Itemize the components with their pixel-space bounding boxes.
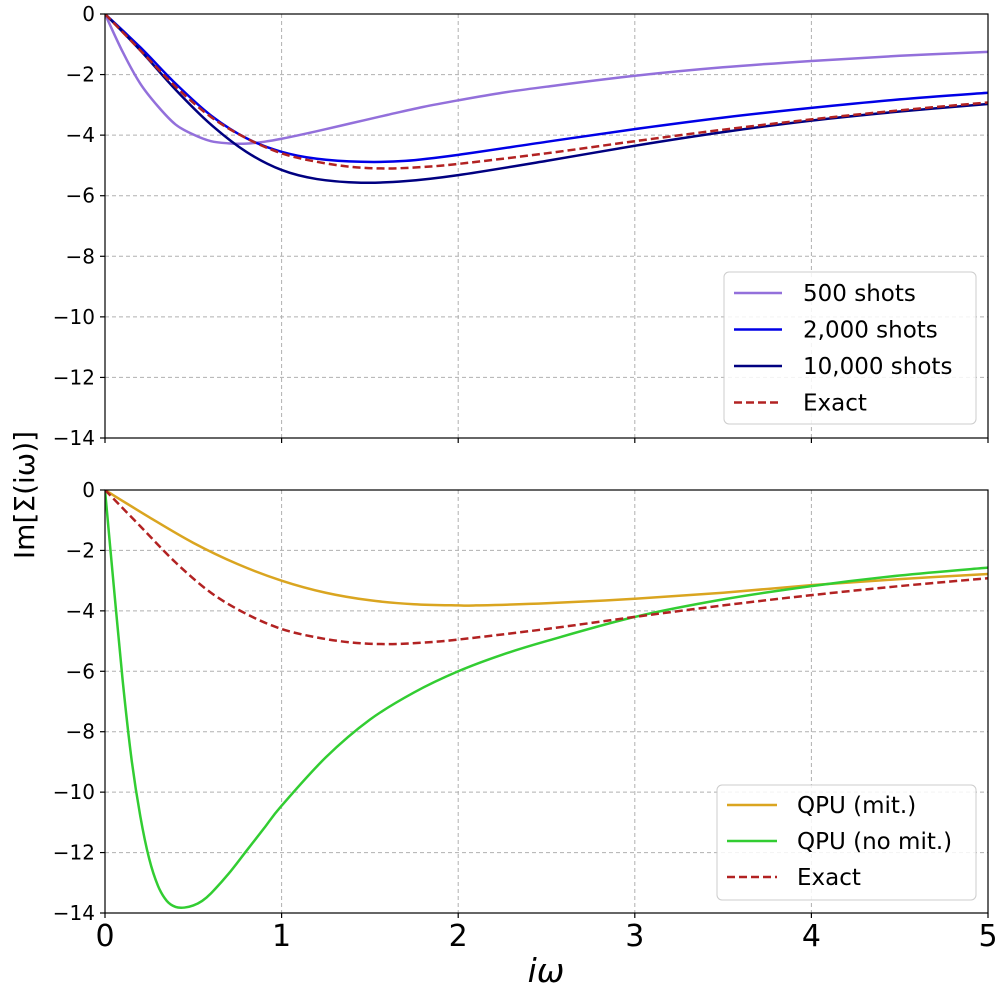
y-tick-label: −2 bbox=[66, 63, 95, 87]
x-tick-label: 5 bbox=[978, 919, 997, 954]
series-line-exact bbox=[105, 490, 988, 646]
x-tick-label: 3 bbox=[625, 919, 644, 954]
y-tick-label: −10 bbox=[53, 305, 95, 329]
legend: QPU (mit.) QPU (no mit.) Exact bbox=[716, 784, 977, 901]
legend: 500 shots 2,000 shots 10,000 shots Exact bbox=[723, 271, 977, 425]
legend-box bbox=[716, 784, 977, 901]
y-tick-label: −8 bbox=[66, 720, 95, 744]
x-axis-label: iω bbox=[528, 951, 565, 989]
plot-frame bbox=[104, 489, 989, 914]
y-tick-label: −6 bbox=[66, 184, 95, 208]
y-tick-label: −4 bbox=[66, 123, 95, 147]
y-tick-label: −14 bbox=[53, 426, 95, 450]
legend-label: 2,000 shots bbox=[803, 318, 938, 344]
y-tick-label: 0 bbox=[82, 478, 95, 502]
legend-box bbox=[723, 271, 977, 425]
series-group bbox=[105, 14, 988, 185]
y-tick-label: −12 bbox=[53, 841, 95, 865]
legend-label: 500 shots bbox=[803, 281, 916, 307]
y-tick-label: −4 bbox=[66, 599, 95, 623]
y-axis-label: Im[Σ(iω)] bbox=[8, 431, 41, 559]
x-tick-label: 2 bbox=[449, 919, 468, 954]
series-line-500-shots bbox=[105, 14, 988, 145]
series-line-qpu-mit bbox=[105, 490, 988, 607]
y-tick-label: −6 bbox=[66, 659, 95, 683]
y-tick-label: −14 bbox=[53, 901, 95, 925]
y-tick-label: −2 bbox=[66, 538, 95, 562]
y-tick-label: −12 bbox=[53, 365, 95, 389]
x-tick-label: 1 bbox=[272, 919, 291, 954]
series-line-10-000-shots bbox=[105, 14, 988, 185]
legend-label: Exact bbox=[797, 865, 861, 891]
legend-label: QPU (no mit.) bbox=[797, 829, 952, 855]
top-panel: 0 −2 −4 −6 −8 −10 −12 −14 500 shots 2,000 shots 10… bbox=[53, 2, 989, 450]
series-group bbox=[105, 490, 988, 910]
x-tick-label: 4 bbox=[802, 919, 821, 954]
legend-label: 10,000 shots bbox=[803, 354, 952, 380]
y-tick-label: −10 bbox=[53, 780, 95, 804]
legend-label: QPU (mit.) bbox=[797, 793, 916, 819]
bottom-panel: 0 1 2 3 4 5 0 −2 −4 −6 −8 −10 −12 −14 QPU (mit.) QPU (n… bbox=[53, 478, 998, 954]
series-line-2-000-shots bbox=[105, 14, 988, 164]
y-tick-label: −8 bbox=[66, 244, 95, 268]
x-tick-label: 0 bbox=[95, 919, 114, 954]
legend-label: Exact bbox=[803, 391, 867, 417]
y-tick-label: 0 bbox=[82, 2, 95, 26]
series-line-exact bbox=[105, 14, 988, 170]
plot-frame bbox=[104, 13, 989, 439]
